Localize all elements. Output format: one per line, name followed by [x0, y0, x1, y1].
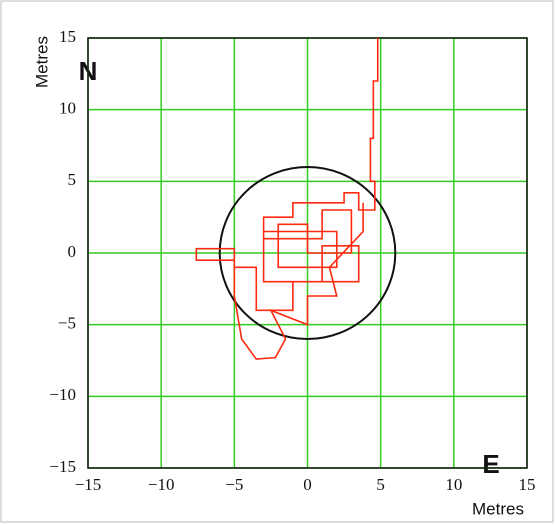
y-tick-label: −15	[49, 457, 76, 476]
east-label: E	[482, 449, 499, 479]
y-tick-label: 0	[68, 242, 77, 261]
plot-frame	[87, 37, 528, 469]
x-tick-label: 5	[376, 475, 385, 494]
y-tick-label: −5	[58, 314, 76, 333]
x-axis-label: Metres	[472, 499, 524, 518]
y-tick-label: 10	[59, 99, 76, 118]
y-tick-label: 5	[68, 170, 77, 189]
x-tick-label: −15	[75, 475, 102, 494]
x-tick-label: 0	[303, 475, 312, 494]
x-tick-label: −5	[225, 475, 243, 494]
x-tick-label: −10	[148, 475, 175, 494]
y-tick-label: −10	[49, 385, 76, 404]
track-line	[195, 38, 379, 360]
x-tick-label: 15	[519, 475, 536, 494]
y-tick-label: 15	[59, 27, 76, 46]
y-axis-label: Metres	[32, 36, 51, 88]
x-tick-label: 10	[445, 475, 462, 494]
reference-circle	[218, 166, 397, 340]
